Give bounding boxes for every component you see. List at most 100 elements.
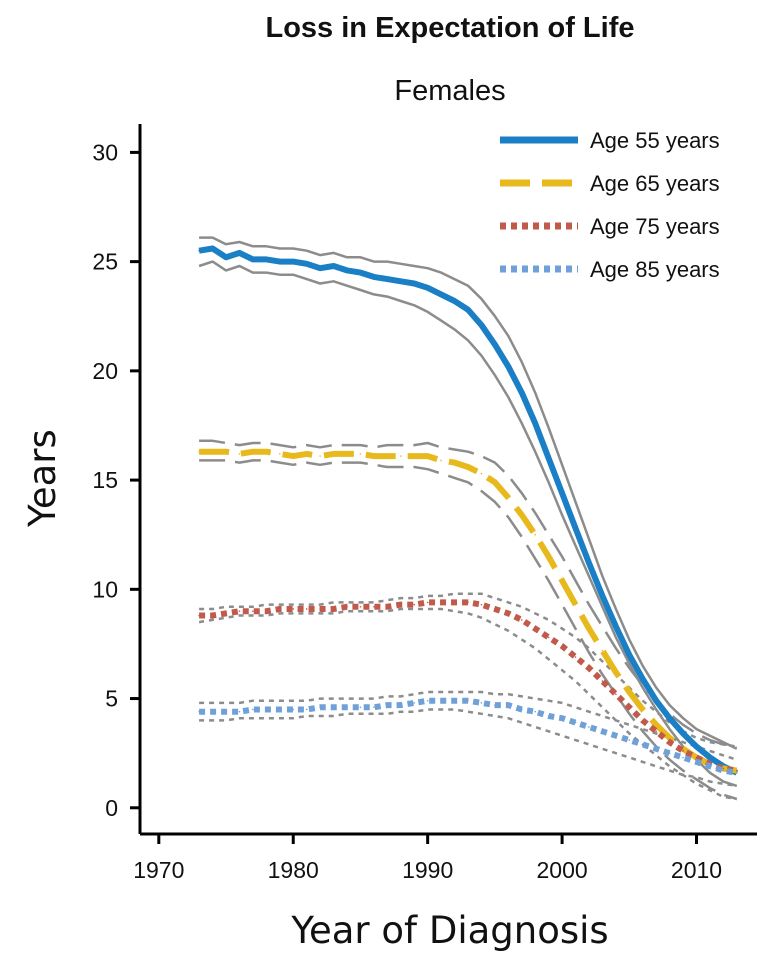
series-4-point (641, 743, 644, 746)
x-tick-label: 1980 (268, 857, 319, 883)
series-4-point (373, 706, 375, 709)
series-1-point (440, 293, 442, 296)
series-3-point (319, 608, 321, 610)
series-3-point (413, 603, 416, 606)
series-1-point (601, 595, 604, 597)
series-1-point (426, 287, 429, 289)
series-3-point (198, 614, 200, 617)
series-1-point (520, 391, 523, 394)
series-2-point (265, 450, 268, 453)
series-2-point (520, 514, 523, 516)
series-1-point (238, 252, 241, 254)
series-4-point (574, 721, 577, 724)
series-1-point (346, 269, 348, 272)
series-3-point (655, 730, 657, 733)
series-2-point (332, 453, 335, 455)
series-1-point (615, 625, 617, 628)
series-4-point (722, 769, 725, 772)
series-2-point (601, 649, 604, 652)
series-4-point (601, 730, 604, 733)
series-1-point (641, 678, 644, 680)
series-1-point (628, 654, 631, 656)
series-4-point (453, 699, 456, 702)
series-1-point (682, 732, 684, 735)
series-3-point (695, 756, 698, 759)
series-4-point (265, 708, 268, 711)
series-3-point (628, 706, 631, 709)
series-3-point (225, 612, 227, 615)
series-3-point (574, 656, 577, 658)
series-2-point (615, 671, 617, 674)
y-tick-label: 5 (105, 686, 118, 712)
series-4-point (736, 772, 738, 774)
series-1-point (494, 343, 496, 346)
series-1-point (574, 527, 577, 529)
series-3-point (373, 606, 375, 608)
series-4-point (467, 699, 469, 702)
series-1-point (252, 258, 254, 261)
legend-label: Age 55 years (590, 128, 720, 153)
series-1-point (453, 300, 456, 302)
series-3-point (722, 767, 725, 770)
series-1-point (547, 457, 550, 460)
series-3-point (601, 680, 604, 682)
series-3-point (561, 645, 563, 647)
series-2-point (494, 481, 496, 484)
series-2-ci-lower (199, 459, 738, 801)
series-4-ci-upper (199, 690, 738, 761)
series-3-point (252, 610, 254, 612)
x-axis-label: Year of Diagnosis (290, 909, 608, 952)
series-4-point (211, 710, 214, 713)
series-4-point (252, 708, 254, 711)
series-4-point (507, 704, 510, 706)
y-axis-label: Years (21, 429, 64, 528)
x-tick-label: 1970 (133, 857, 184, 883)
series-4-point (440, 699, 442, 702)
series-3-point (467, 601, 469, 604)
chart-subtitle: Females (394, 75, 505, 107)
series-3-point (440, 601, 442, 604)
series-4-point (292, 708, 295, 711)
series-4-point (332, 706, 335, 709)
series-3-point (278, 608, 281, 610)
series-3-point (615, 693, 617, 695)
series-1-ci-upper (199, 236, 738, 750)
series-1-point (655, 699, 657, 702)
series-2-point (547, 555, 550, 558)
series-4-point (305, 708, 308, 711)
series-2-point (238, 453, 241, 455)
legend: Age 55 years Age 65 years Age 75 years Age … (500, 128, 720, 282)
series-2-point (641, 708, 644, 711)
series-1-point (561, 492, 563, 495)
series-1-point (211, 247, 214, 250)
series-3-point (386, 606, 389, 608)
series-2-point (655, 723, 657, 726)
y-tick-label: 0 (105, 795, 118, 821)
y-tick-label: 10 (92, 576, 118, 602)
series-1-point (413, 282, 416, 285)
series-4-point (615, 734, 617, 737)
series-1-point (198, 249, 200, 252)
series-4-point (238, 710, 241, 713)
series-1-point (695, 745, 698, 748)
series-3-point (547, 636, 550, 639)
series-1-point (305, 263, 308, 265)
series-1-point (709, 756, 711, 759)
series-3-point (736, 769, 738, 772)
series-3-point (641, 719, 644, 722)
series-4-point (319, 706, 321, 709)
series-3-point (211, 614, 214, 617)
series-2-point (574, 603, 577, 606)
series-4-point (628, 739, 631, 741)
series-3-point (332, 608, 335, 610)
series-4-point (588, 726, 590, 728)
series-2-point (507, 496, 510, 499)
series-lines (198, 245, 739, 776)
series-2-point (386, 455, 389, 457)
series-2-point (292, 455, 295, 457)
series-3-point (292, 608, 295, 610)
series-4-point (695, 761, 698, 763)
series-4-point (494, 704, 496, 706)
x-axis-ticks: 1970 1980 1990 2000 2010 (133, 834, 722, 883)
